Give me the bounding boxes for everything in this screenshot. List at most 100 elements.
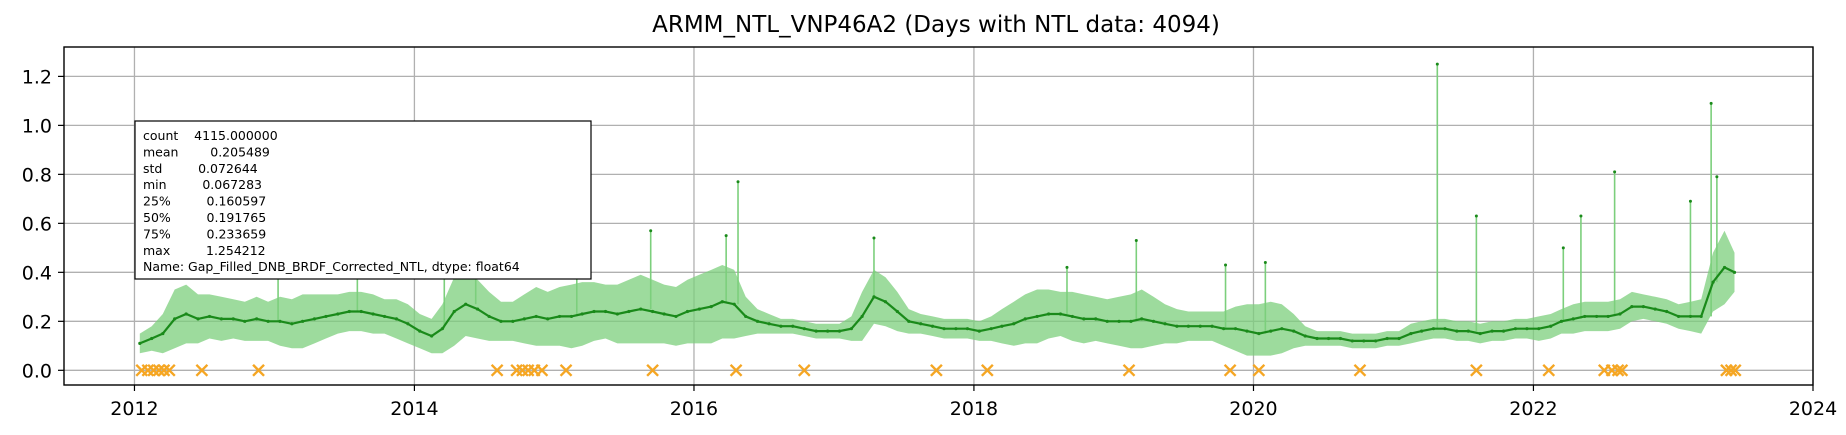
gap-marker	[930, 363, 943, 377]
series-point	[791, 324, 795, 328]
series-point	[196, 317, 200, 321]
series-point	[1653, 307, 1657, 311]
series-point	[347, 309, 351, 314]
gap-marker	[729, 363, 743, 377]
spike-point	[1579, 214, 1583, 218]
gap-marker	[535, 363, 549, 377]
series-point	[1559, 319, 1563, 323]
gap-marker	[1615, 363, 1629, 377]
series-point	[1245, 329, 1249, 333]
series-point	[814, 329, 818, 333]
stats-line: mean 0.205489	[143, 144, 270, 159]
series-point	[394, 317, 399, 321]
stats-line: count 4115.000000	[143, 128, 278, 143]
spike-point	[1474, 214, 1478, 218]
series-line-layer	[138, 265, 1737, 345]
series-point	[312, 317, 317, 321]
series-point	[173, 317, 177, 321]
gap-marker-stroke	[1470, 363, 1483, 377]
series-point	[1420, 329, 1424, 333]
gap-marker-stroke	[1542, 363, 1556, 377]
series-point	[826, 329, 830, 333]
gap-marker-stroke	[1724, 363, 1738, 377]
series-point	[1035, 314, 1039, 319]
gap-marker	[1252, 363, 1266, 377]
stats-box-frame	[134, 120, 592, 280]
series-band	[139, 230, 1735, 356]
series-point	[1140, 317, 1144, 321]
gap-marker-stroke	[1223, 363, 1237, 377]
series-point	[534, 314, 538, 319]
series-line	[139, 266, 1735, 345]
spike-point	[724, 234, 728, 238]
series-point	[1385, 336, 1389, 341]
series-point	[1665, 309, 1669, 314]
spike-point	[1224, 263, 1228, 267]
series-point	[1711, 280, 1715, 284]
series-point	[487, 314, 491, 319]
gap-marker	[1353, 363, 1367, 377]
series-point	[359, 309, 363, 314]
series-point	[1549, 324, 1553, 328]
y-tick-label: 0.0	[22, 360, 52, 382]
series-point	[1070, 314, 1074, 319]
series-point	[942, 327, 946, 331]
series-point	[895, 309, 899, 314]
series-point	[290, 322, 294, 326]
series-point	[1047, 312, 1051, 316]
series-point	[930, 324, 935, 328]
x-tick-label: 2020	[1229, 398, 1277, 420]
x-tick-label: 2012	[110, 398, 158, 420]
series-point	[430, 334, 434, 338]
series-point	[674, 314, 678, 319]
x-tick-label: 2014	[390, 398, 438, 420]
series-point	[522, 317, 526, 321]
gap-marker-stroke	[157, 363, 171, 377]
x-tick-label: 2022	[1509, 398, 1557, 420]
spike-point	[1065, 265, 1069, 269]
gap-marker-stroke	[980, 363, 994, 377]
series-point	[452, 309, 456, 314]
series-point	[1455, 329, 1459, 333]
gap-marker-stroke	[152, 363, 166, 377]
series-point	[1362, 339, 1366, 343]
series-point	[440, 327, 444, 331]
series-point	[499, 319, 503, 323]
series-point	[266, 319, 270, 323]
y-tick-label: 0.4	[22, 262, 52, 284]
spike-point	[1715, 175, 1719, 179]
gap-marker	[1724, 363, 1738, 377]
series-point	[907, 319, 911, 323]
series-point	[989, 327, 993, 331]
series-point	[1466, 329, 1470, 333]
series-point	[615, 312, 619, 316]
gap-marker-stroke	[729, 363, 743, 377]
gap-marker-stroke	[162, 363, 176, 377]
series-point	[184, 312, 188, 316]
series-point	[1409, 331, 1413, 336]
series-point	[1012, 322, 1016, 326]
stats-line: 50% 0.191765	[143, 210, 266, 225]
series-point	[1397, 336, 1401, 341]
spike-point	[1263, 261, 1267, 265]
series-point	[1525, 327, 1529, 331]
gap-marker-stroke	[147, 363, 160, 377]
series-point	[1175, 324, 1179, 328]
series-point	[580, 312, 584, 316]
series-point	[1198, 324, 1202, 328]
series-point	[779, 324, 783, 328]
series-point	[1676, 314, 1681, 319]
gap-marker	[1728, 363, 1742, 377]
series-point	[837, 329, 842, 333]
series-point	[720, 300, 724, 304]
stats-line: min 0.067283	[143, 177, 262, 192]
gap-marker-stroke	[646, 363, 659, 377]
series-point	[860, 314, 864, 319]
gap-marker	[1611, 363, 1625, 377]
series-point	[603, 309, 608, 314]
series-point	[1000, 324, 1004, 328]
series-point	[511, 319, 515, 323]
gap-marker	[147, 363, 160, 377]
series-point	[1618, 312, 1622, 316]
